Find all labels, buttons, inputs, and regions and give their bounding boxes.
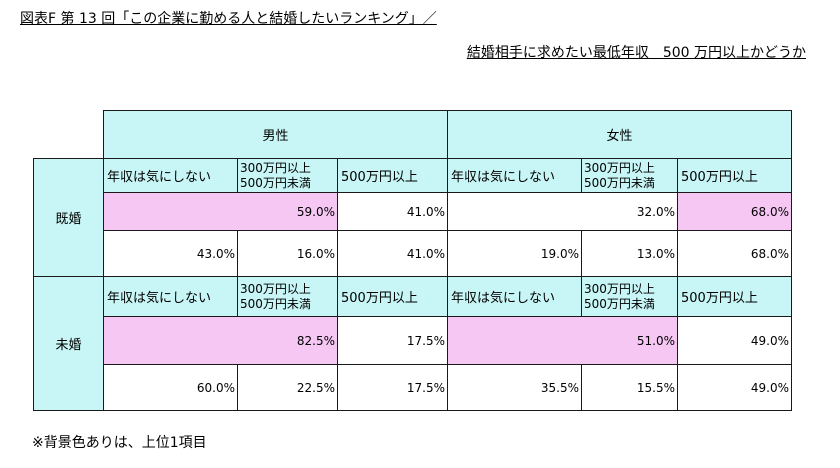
unmarried-female-500plus-detail-cell: 49.0% xyxy=(677,364,792,411)
col-label-500-under-line: 500万円未満 xyxy=(584,175,655,190)
col-label-300-500: 300万円以上 500万円未満 xyxy=(581,276,678,317)
corner-cell xyxy=(33,110,104,159)
col-label-300-line: 300万円以上 xyxy=(584,281,655,296)
married-female-300-500-cell: 13.0% xyxy=(581,230,678,277)
row-header-married: 既婚 xyxy=(33,158,104,277)
col-label-no-care: 年収は気にしない xyxy=(103,158,238,193)
married-male-under500-cell: 59.0% xyxy=(103,192,338,231)
married-male-500plus-detail-cell: 41.0% xyxy=(337,230,448,277)
col-label-300-500: 300万円以上 500万円未満 xyxy=(237,158,338,193)
unmarried-male-500plus-detail-cell: 17.5% xyxy=(337,364,448,411)
income-ranking-table: 男性 女性 既婚 年収は気にしない 300万円以上 500万円未満 500万円以上… xyxy=(33,110,792,411)
unmarried-female-500plus-cell: 49.0% xyxy=(677,316,792,365)
col-label-300-500: 300万円以上 500万円未満 xyxy=(581,158,678,193)
married-female-500plus-cell: 68.0% xyxy=(677,192,792,231)
married-female-under500-cell: 32.0% xyxy=(447,192,678,231)
col-label-300-500: 300万円以上 500万円未満 xyxy=(237,276,338,317)
unmarried-female-300-500-cell: 15.5% xyxy=(581,364,678,411)
col-label-no-care: 年収は気にしない xyxy=(447,276,582,317)
figure-title: 図表F 第 13 回「この企業に勤める人と結婚したいランキング」／ xyxy=(20,11,437,27)
unmarried-male-no-care-cell: 60.0% xyxy=(103,364,238,411)
married-female-no-care-cell: 19.0% xyxy=(447,230,582,277)
col-label-500-under-line: 500万円未満 xyxy=(240,175,311,190)
col-label-500-plus: 500万円以上 xyxy=(337,158,448,193)
figure-subtitle: 結婚相手に求めたい最低年収＿500 万円以上かどうか xyxy=(466,45,806,61)
married-female-500plus-detail-cell: 68.0% xyxy=(677,230,792,277)
col-label-300-line: 300万円以上 xyxy=(240,160,311,175)
col-label-no-care: 年収は気にしない xyxy=(103,276,238,317)
female-header: 女性 xyxy=(447,110,792,159)
unmarried-female-no-care-cell: 35.5% xyxy=(447,364,582,411)
unmarried-female-under500-cell: 51.0% xyxy=(447,316,678,365)
male-header: 男性 xyxy=(103,110,448,159)
married-male-300-500-cell: 16.0% xyxy=(237,230,338,277)
row-header-unmarried: 未婚 xyxy=(33,276,104,411)
unmarried-male-under500-cell: 82.5% xyxy=(103,316,338,365)
married-male-no-care-cell: 43.0% xyxy=(103,230,238,277)
col-label-500-under-line: 500万円未満 xyxy=(240,296,311,311)
col-label-500-plus: 500万円以上 xyxy=(677,276,792,317)
married-male-500plus-cell: 41.0% xyxy=(337,192,448,231)
unmarried-male-300-500-cell: 22.5% xyxy=(237,364,338,411)
unmarried-male-500plus-cell: 17.5% xyxy=(337,316,448,365)
col-label-300-line: 300万円以上 xyxy=(240,281,311,296)
col-label-500-plus: 500万円以上 xyxy=(677,158,792,193)
col-label-300-line: 300万円以上 xyxy=(584,160,655,175)
col-label-500-under-line: 500万円未満 xyxy=(584,296,655,311)
footnote: ※背景色ありは、上位1項目 xyxy=(32,435,207,451)
col-label-500-plus: 500万円以上 xyxy=(337,276,448,317)
col-label-no-care: 年収は気にしない xyxy=(447,158,582,193)
